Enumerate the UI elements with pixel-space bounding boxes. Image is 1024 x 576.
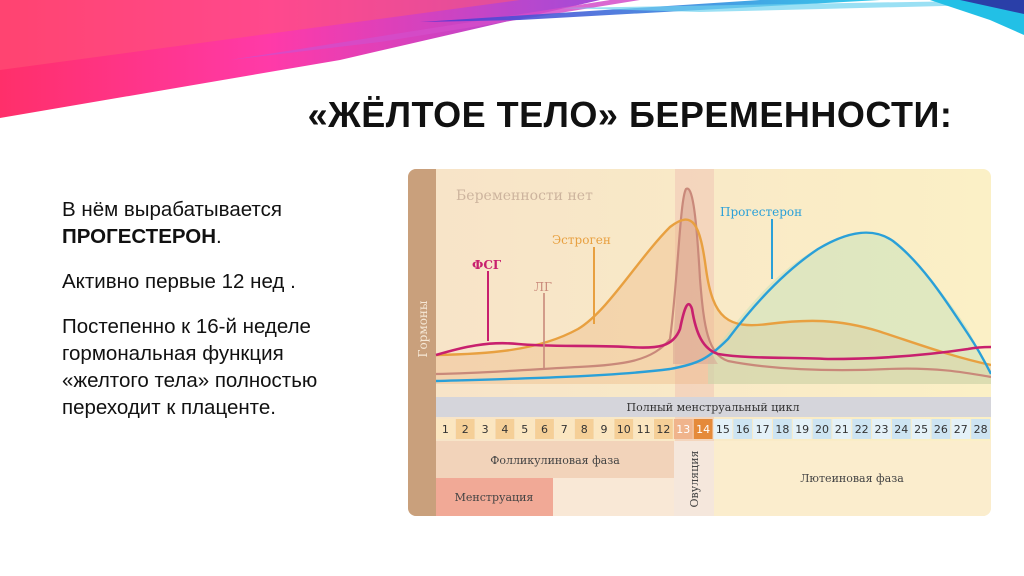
day-cell-3 — [475, 419, 495, 439]
paragraph-3: Постепенно к 16-й неделе гормональная фу… — [62, 315, 318, 419]
day-cell-15 — [713, 419, 733, 439]
hormone-cycle-chart: Гормоны Беременности нет ФСГ ЛГ Эстроген… — [408, 169, 991, 516]
day-cell-25 — [911, 419, 931, 439]
cycle-label: Полный менструальный цикл — [627, 401, 800, 414]
day-cells: 1 2 3 4 5 6 7 8 9 10 11 12 13 14 15 16 17 18 19 20 21 22 23 24 2… — [436, 419, 990, 439]
paragraph-1-text: В нём вырабатывается — [62, 198, 282, 221]
day-label-10: 10 — [617, 423, 631, 436]
day-label-20: 20 — [815, 423, 829, 436]
cycle-header-bar — [436, 397, 991, 417]
day-cell-11 — [634, 419, 653, 439]
day-cell-28 — [971, 419, 990, 439]
day-label-23: 23 — [875, 423, 889, 436]
day-cell-22 — [852, 419, 872, 439]
progesterone-area — [708, 233, 991, 384]
day-cell-24 — [891, 419, 911, 439]
day-cell-4 — [495, 419, 515, 439]
ovulation-block — [674, 441, 714, 516]
day-label-9: 9 — [601, 423, 608, 436]
day-cell-9 — [594, 419, 614, 439]
day-label-25: 25 — [914, 423, 928, 436]
lh-line — [435, 187, 991, 379]
day-label-17: 17 — [756, 423, 770, 436]
day-label-28: 28 — [974, 423, 988, 436]
day-cell-27 — [951, 419, 971, 439]
y-axis-band — [408, 169, 436, 516]
follicular-phase-block — [436, 441, 674, 478]
day-label-6: 6 — [541, 423, 548, 436]
luteal-phase-label: Лютеиновая фаза — [800, 472, 904, 485]
day-cell-18 — [773, 419, 792, 439]
luteal-phase-block — [714, 441, 991, 516]
day-cell-26 — [931, 419, 951, 439]
day-cell-20 — [812, 419, 832, 439]
body-text: В нём вырабатывается ПРОГЕСТЕРОН. Активн… — [62, 196, 372, 439]
day-cell-7 — [554, 419, 574, 439]
day-cell-6 — [535, 419, 554, 439]
day-label-5: 5 — [521, 423, 528, 436]
day-cell-8 — [574, 419, 594, 439]
day-label-1: 1 — [442, 423, 449, 436]
day-cell-13 — [673, 419, 693, 439]
day-cell-5 — [515, 419, 535, 439]
estrogen-line — [435, 218, 991, 367]
menstruation-label: Менструация — [455, 491, 534, 504]
day-cell-10 — [614, 419, 634, 439]
y-axis-label: Гормоны — [416, 300, 430, 357]
day-label-18: 18 — [775, 423, 789, 436]
day-label-11: 11 — [637, 423, 651, 436]
annotation-no-pregnancy: Беременности нет — [456, 188, 593, 204]
day-label-27: 27 — [954, 423, 968, 436]
day-label-16: 16 — [736, 423, 750, 436]
day-label-21: 21 — [835, 423, 849, 436]
day-label-26: 26 — [934, 423, 948, 436]
day-cell-1 — [436, 419, 455, 439]
day-cell-19 — [792, 419, 812, 439]
slide-title: «ЖЁЛТОЕ ТЕЛО» БЕРЕМЕННОСТИ: — [307, 94, 953, 135]
decorative-header-stripes — [0, 0, 1024, 118]
day-label-15: 15 — [716, 423, 730, 436]
day-label-2: 2 — [462, 423, 469, 436]
day-label-14: 14 — [696, 423, 710, 436]
estrogen-label: Эстроген — [552, 233, 611, 247]
fsh-label: ФСГ — [472, 258, 502, 272]
day-cell-12 — [654, 419, 673, 439]
follicular-lower-block — [553, 478, 674, 516]
fsh-line — [435, 302, 991, 361]
lh-peak-area — [673, 188, 718, 364]
lh-label: ЛГ — [534, 280, 552, 294]
follicular-phase-label: Фолликулиновая фаза — [490, 454, 620, 467]
progesterone-line — [435, 231, 991, 383]
day-cell-21 — [832, 419, 852, 439]
ovulation-label: Овуляция — [688, 450, 701, 507]
paragraph-2: Активно первые 12 нед . — [62, 270, 296, 293]
day-cell-23 — [872, 419, 891, 439]
day-cell-16 — [733, 419, 753, 439]
day-label-24: 24 — [894, 423, 908, 436]
day-label-7: 7 — [561, 423, 568, 436]
day-cell-2 — [455, 419, 475, 439]
day-label-13: 13 — [676, 423, 690, 436]
day-cell-14 — [693, 419, 713, 439]
progesterone-label: Прогестерон — [720, 205, 802, 219]
day-label-12: 12 — [656, 423, 670, 436]
day-label-4: 4 — [501, 423, 508, 436]
menstruation-block — [436, 478, 553, 516]
day-label-8: 8 — [581, 423, 588, 436]
day-cell-17 — [753, 419, 772, 439]
paragraph-1: В нём вырабатывается ПРОГЕСТЕРОН. — [62, 196, 372, 250]
day-label-22: 22 — [855, 423, 869, 436]
paragraph-1-end: . — [216, 225, 222, 248]
day-label-19: 19 — [795, 423, 809, 436]
progesterone-emphasis: ПРОГЕСТЕРОН — [62, 225, 217, 248]
day-label-3: 3 — [482, 423, 489, 436]
